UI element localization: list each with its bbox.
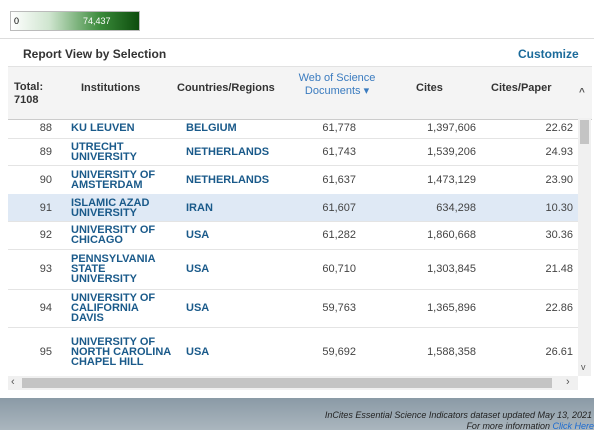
table-row[interactable]: 89 UTRECHT UNIVERSITY NETHERLANDS 61,743 1,5… (8, 138, 578, 166)
scroll-thumb[interactable] (580, 120, 589, 144)
footer-link[interactable]: Click Here (552, 421, 594, 431)
institution[interactable]: PENNSYLVANIA STATE UNIVERSITY (71, 253, 156, 285)
table-row[interactable]: 88 KU LEUVEN BELGIUM 61,778 1,397,606 22.62 (8, 118, 578, 139)
country: USA (186, 345, 210, 358)
rank: 91 (39, 201, 52, 214)
scroll-down[interactable]: v (581, 362, 586, 372)
institution[interactable]: UTRECHT UNIVERSITY (71, 140, 138, 163)
cites: 1,365,896 (427, 302, 476, 314)
table-header: Total: 7108 Institutions Countries/Regio… (8, 66, 592, 120)
cites: 1,539,206 (427, 145, 476, 158)
total-value: 7108 (14, 94, 39, 106)
table-row[interactable]: 91 ISLAMIC AZAD UNIVERSITY IRAN 61,607 634,2… (8, 194, 578, 222)
institution[interactable]: KU LEUVEN (71, 122, 135, 134)
cites: 1,588,358 (427, 345, 476, 358)
scroll-left[interactable]: ‹ (11, 376, 15, 388)
panel-title: Report View by Selection (23, 47, 167, 61)
header[interactable]: Institutions (81, 82, 141, 94)
country: NETHERLANDS (186, 145, 270, 158)
report-panel (0, 38, 594, 395)
rank: 94 (39, 302, 52, 314)
rank: 95 (39, 345, 52, 358)
footer-more: For more information Click Here (466, 421, 594, 431)
documents: 60,710 (322, 263, 356, 275)
total-label: Total: (14, 81, 44, 93)
footer-more-text: For more information (466, 421, 550, 431)
cites-per-paper: 26.61 (545, 345, 573, 358)
institution[interactable]: ISLAMIC AZAD UNIVERSITY (71, 196, 150, 219)
table-row[interactable]: 94 UNIVERSITY OF CALIFORNIA DAVIS USA 59,76… (8, 289, 578, 328)
institution[interactable]: UNIVERSITY OF NORTH CAROLINA CHAPEL HILL (71, 335, 171, 368)
vertical-scrollbar[interactable]: v (578, 118, 591, 376)
country: IRAN (186, 201, 213, 214)
scroll-right[interactable]: › (566, 376, 570, 388)
documents: 61,778 (322, 122, 356, 134)
documents: 61,282 (322, 229, 356, 241)
country: USA (186, 229, 210, 241)
documents: 59,763 (322, 302, 356, 314)
header-text: Web of Science Documents (298, 72, 376, 97)
cites-per-paper: 21.48 (545, 263, 573, 275)
rank: 90 (39, 173, 52, 186)
customize-link[interactable]: Customize (518, 47, 579, 61)
documents: 61,637 (322, 173, 356, 186)
documents: 59,692 (322, 345, 356, 358)
institution[interactable]: UNIVERSITY OF CHICAGO (71, 224, 156, 246)
legend-max: 74,437 (83, 16, 111, 26)
country: NETHERLANDS (186, 173, 270, 186)
rank: 93 (39, 263, 52, 275)
table-body: 88 KU LEUVEN BELGIUM 61,778 1,397,606 22.62 89… (8, 118, 578, 376)
country: USA (186, 302, 210, 314)
horizontal-scrollbar[interactable]: ‹ › (8, 376, 578, 390)
cites-per-paper: 10.30 (545, 201, 573, 214)
table-row[interactable]: 90 UNIVERSITY OF AMSTERDAM NETHERLANDS 61,6… (8, 165, 578, 195)
country: USA (186, 263, 210, 275)
header-sorted[interactable]: Web of Science Documents ▾ (298, 72, 376, 97)
cites: 1,397,606 (427, 122, 476, 134)
color-legend: 0 74,437 (10, 11, 140, 31)
cites: 1,473,129 (427, 173, 476, 186)
rank: 92 (39, 229, 52, 241)
cites-per-paper: 24.93 (545, 145, 573, 158)
scroll-up[interactable]: ^ (579, 87, 585, 98)
rank: 89 (39, 145, 52, 158)
header[interactable]: Cites (416, 82, 443, 94)
rank: 88 (39, 122, 52, 134)
cites: 1,860,668 (427, 229, 476, 241)
scroll-thumb[interactable] (22, 378, 552, 388)
institution[interactable]: UNIVERSITY OF CALIFORNIA DAVIS (71, 292, 156, 324)
footer: InCites Essential Science Indicators dat… (0, 398, 594, 431)
cites: 1,303,845 (427, 263, 476, 275)
cites-per-paper: 22.86 (545, 302, 573, 314)
institution[interactable]: UNIVERSITY OF AMSTERDAM (71, 168, 156, 191)
cites-per-paper: 22.62 (545, 122, 573, 134)
documents: 61,743 (322, 145, 356, 158)
cites-per-paper: 23.90 (545, 173, 573, 186)
legend-min: 0 (14, 16, 20, 26)
header[interactable]: Countries/Regions (177, 82, 275, 94)
table-row[interactable]: 93 PENNSYLVANIA STATE UNIVERSITY USA 60,710… (8, 249, 578, 290)
footer-text: InCites Essential Science Indicators dat… (324, 410, 592, 420)
cites: 634,298 (436, 201, 476, 214)
table-row[interactable]: 92 UNIVERSITY OF CHICAGO USA 61,282 1,860,66… (8, 221, 578, 250)
table-row[interactable]: 95 UNIVERSITY OF NORTH CAROLINA CHAPEL HI… (8, 327, 578, 376)
header[interactable]: Cites/Paper (491, 82, 552, 94)
cites-per-paper: 30.36 (545, 229, 573, 241)
country: BELGIUM (186, 122, 237, 134)
documents: 61,607 (322, 201, 356, 214)
